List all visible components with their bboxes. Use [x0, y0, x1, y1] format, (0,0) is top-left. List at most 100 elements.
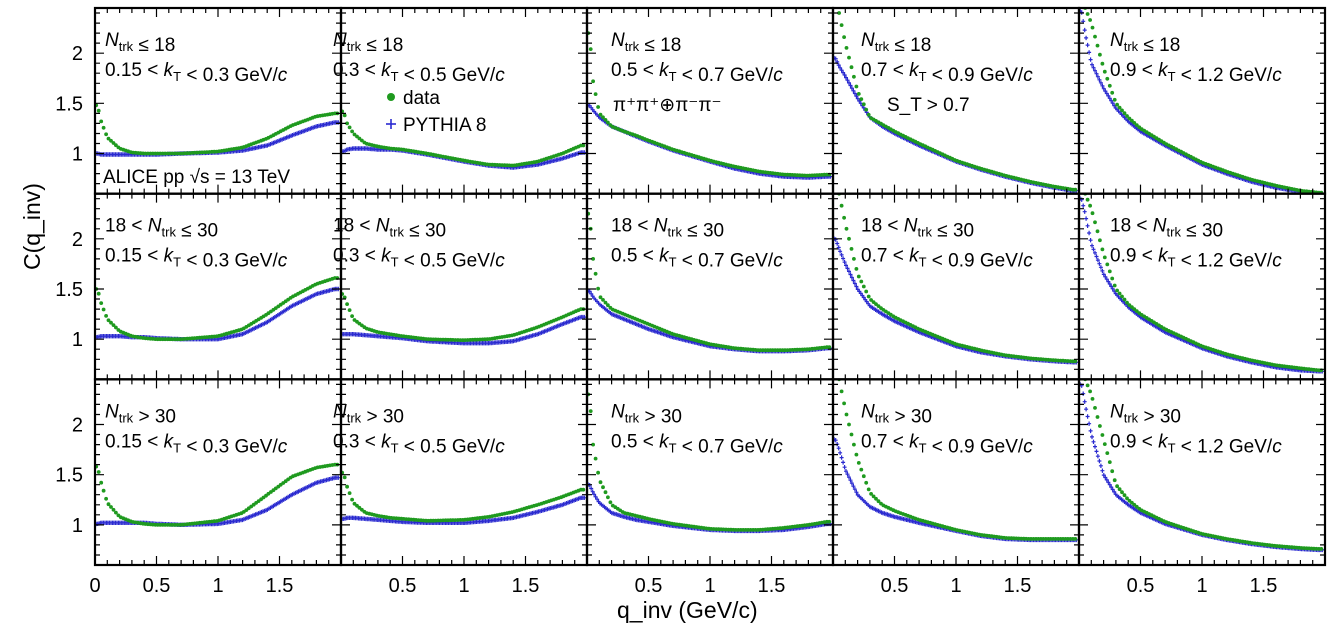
- data-point: [847, 422, 851, 427]
- data-series: [1081, 188, 1324, 373]
- pythia-series: [341, 495, 587, 525]
- x-tick-label: 0.5: [143, 575, 171, 597]
- data-point: [1122, 297, 1127, 302]
- data-point: [849, 65, 854, 70]
- data-point: [859, 97, 864, 101]
- data-point: [1090, 397, 1095, 401]
- data-point: [1132, 121, 1137, 125]
- panel-row-label: Ntrk ≤ 18: [105, 30, 175, 56]
- data-point: [603, 490, 608, 495]
- data-point: [606, 495, 610, 500]
- channel-label: π⁺π⁺⊕π⁻π⁻: [613, 95, 721, 116]
- data-point: [1098, 424, 1102, 428]
- panel-r0-c2: [587, 31, 833, 180]
- data-point: [854, 267, 859, 271]
- x-tick-label: 1.5: [1004, 575, 1032, 597]
- y-tick-label: 1.5: [55, 279, 83, 301]
- legend-data-label: data: [403, 88, 440, 109]
- data-point: [1081, 188, 1085, 192]
- data-series: [95, 103, 340, 156]
- panel-markers: [832, 1, 1079, 193]
- data-point: [1095, 229, 1100, 234]
- data-series: [341, 470, 586, 523]
- data-point: [1105, 76, 1110, 81]
- data-point: [591, 442, 595, 447]
- panel-col-label: 0.9 < kT < 1.2 GeV/c: [1110, 246, 1282, 272]
- data-point: [1095, 415, 1100, 419]
- legend-pythia-label: PYTHIA 8: [403, 115, 486, 136]
- data-point: [1105, 262, 1110, 267]
- panel-markers: [95, 462, 341, 527]
- data-point: [1102, 442, 1107, 446]
- data-point: [1078, 1, 1082, 5]
- data-point: [1110, 90, 1115, 95]
- x-tick-label: 1: [950, 575, 961, 597]
- panel-col-label: 0.9 < kT < 1.2 GeV/c: [1110, 60, 1282, 86]
- panel-row-label: 18 < Ntrk ≤ 30: [105, 216, 218, 242]
- data-point: [101, 125, 106, 130]
- data-point: [608, 500, 613, 505]
- data-point: [596, 470, 600, 475]
- x-tick-label: 0.5: [1127, 575, 1155, 597]
- panel-markers: [1079, 379, 1325, 553]
- data-point: [106, 136, 111, 141]
- data-point: [1125, 300, 1129, 305]
- data-point: [603, 118, 608, 122]
- panel-col-label: 0.7 < kT < 0.9 GeV/c: [861, 246, 1033, 272]
- data-point: [1085, 12, 1090, 16]
- data-point: [1112, 478, 1117, 483]
- data-point: [835, 188, 839, 192]
- panel-col-label: 0.15 < kT < 0.3 GeV/c: [105, 431, 288, 457]
- data-point: [1105, 451, 1110, 455]
- data-point: [856, 92, 861, 96]
- data-point: [847, 55, 851, 60]
- panel-row-label: Ntrk > 30: [1110, 401, 1181, 427]
- data-point: [864, 289, 869, 294]
- panel-row-label: 18 < Ntrk ≤ 30: [611, 216, 724, 242]
- data-series: [835, 188, 1078, 364]
- data-point: [591, 257, 595, 261]
- panel-frames: [93, 6, 1327, 567]
- data-point: [96, 108, 101, 113]
- data-point: [866, 487, 871, 492]
- data-point: [1134, 123, 1139, 127]
- data-point: [859, 467, 864, 472]
- legend: data PYTHIA 8: [386, 88, 486, 136]
- data-point: [1093, 406, 1097, 410]
- data-point: [832, 1, 836, 5]
- y-axis-title: C(q_inv): [19, 183, 45, 270]
- panel-r0-c1: [341, 109, 587, 170]
- data-series: [341, 109, 586, 168]
- pythia-points: [341, 495, 587, 525]
- panel-col-label: 0.7 < kT < 0.9 GeV/c: [861, 431, 1033, 457]
- data-point: [581, 487, 586, 492]
- data-point: [842, 35, 846, 39]
- data-point: [99, 119, 104, 124]
- data-point: [101, 488, 106, 493]
- x-tick-label: 1.5: [758, 575, 786, 597]
- panel-r2-c0: [95, 462, 341, 527]
- data-point: [96, 291, 101, 296]
- data-point: [861, 474, 866, 479]
- data-point: [849, 247, 854, 251]
- data-point: [104, 132, 108, 137]
- data-point: [1117, 487, 1122, 492]
- data-point: [864, 480, 869, 485]
- data-point: [1093, 34, 1097, 39]
- data-point: [869, 298, 873, 302]
- data-point: [1088, 18, 1092, 22]
- data-point: [1100, 61, 1105, 66]
- data-point: [1085, 197, 1090, 202]
- x-tick-label: 1: [704, 575, 715, 597]
- legend-pythia-marker: [386, 119, 396, 129]
- data-point: [601, 485, 605, 490]
- data-point: [104, 314, 108, 318]
- data-point: [1125, 496, 1129, 501]
- panel-r2-c2: [587, 392, 833, 534]
- data-point: [106, 318, 111, 323]
- data-point: [345, 121, 349, 126]
- data-point: [1102, 69, 1107, 74]
- data-point: [1110, 469, 1115, 474]
- data-point: [1112, 283, 1117, 288]
- panel-r2-c1: [341, 470, 587, 525]
